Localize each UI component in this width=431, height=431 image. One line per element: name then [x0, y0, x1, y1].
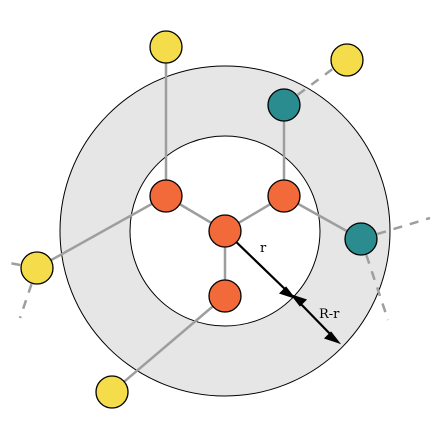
- node-inner: [149, 179, 183, 213]
- nodes: [20, 30, 378, 409]
- node-band: [267, 88, 301, 122]
- node-band: [344, 222, 378, 256]
- node-outside: [95, 375, 129, 409]
- dashed-edge: [360, 216, 431, 241]
- node-outside: [149, 30, 183, 64]
- label-r: r: [260, 241, 267, 256]
- node-inner: [267, 179, 301, 213]
- dashed-edge: [283, 60, 343, 107]
- node-outside: [330, 43, 364, 77]
- node-center: [208, 214, 242, 248]
- node-outside: [20, 251, 54, 285]
- edge: [111, 295, 226, 393]
- edge: [36, 194, 167, 270]
- node-inner: [208, 279, 242, 313]
- label-R-minus-r: R-r: [319, 307, 340, 322]
- dashed-edge: [359, 238, 390, 321]
- band-arrow-r-minus-r: [289, 293, 342, 345]
